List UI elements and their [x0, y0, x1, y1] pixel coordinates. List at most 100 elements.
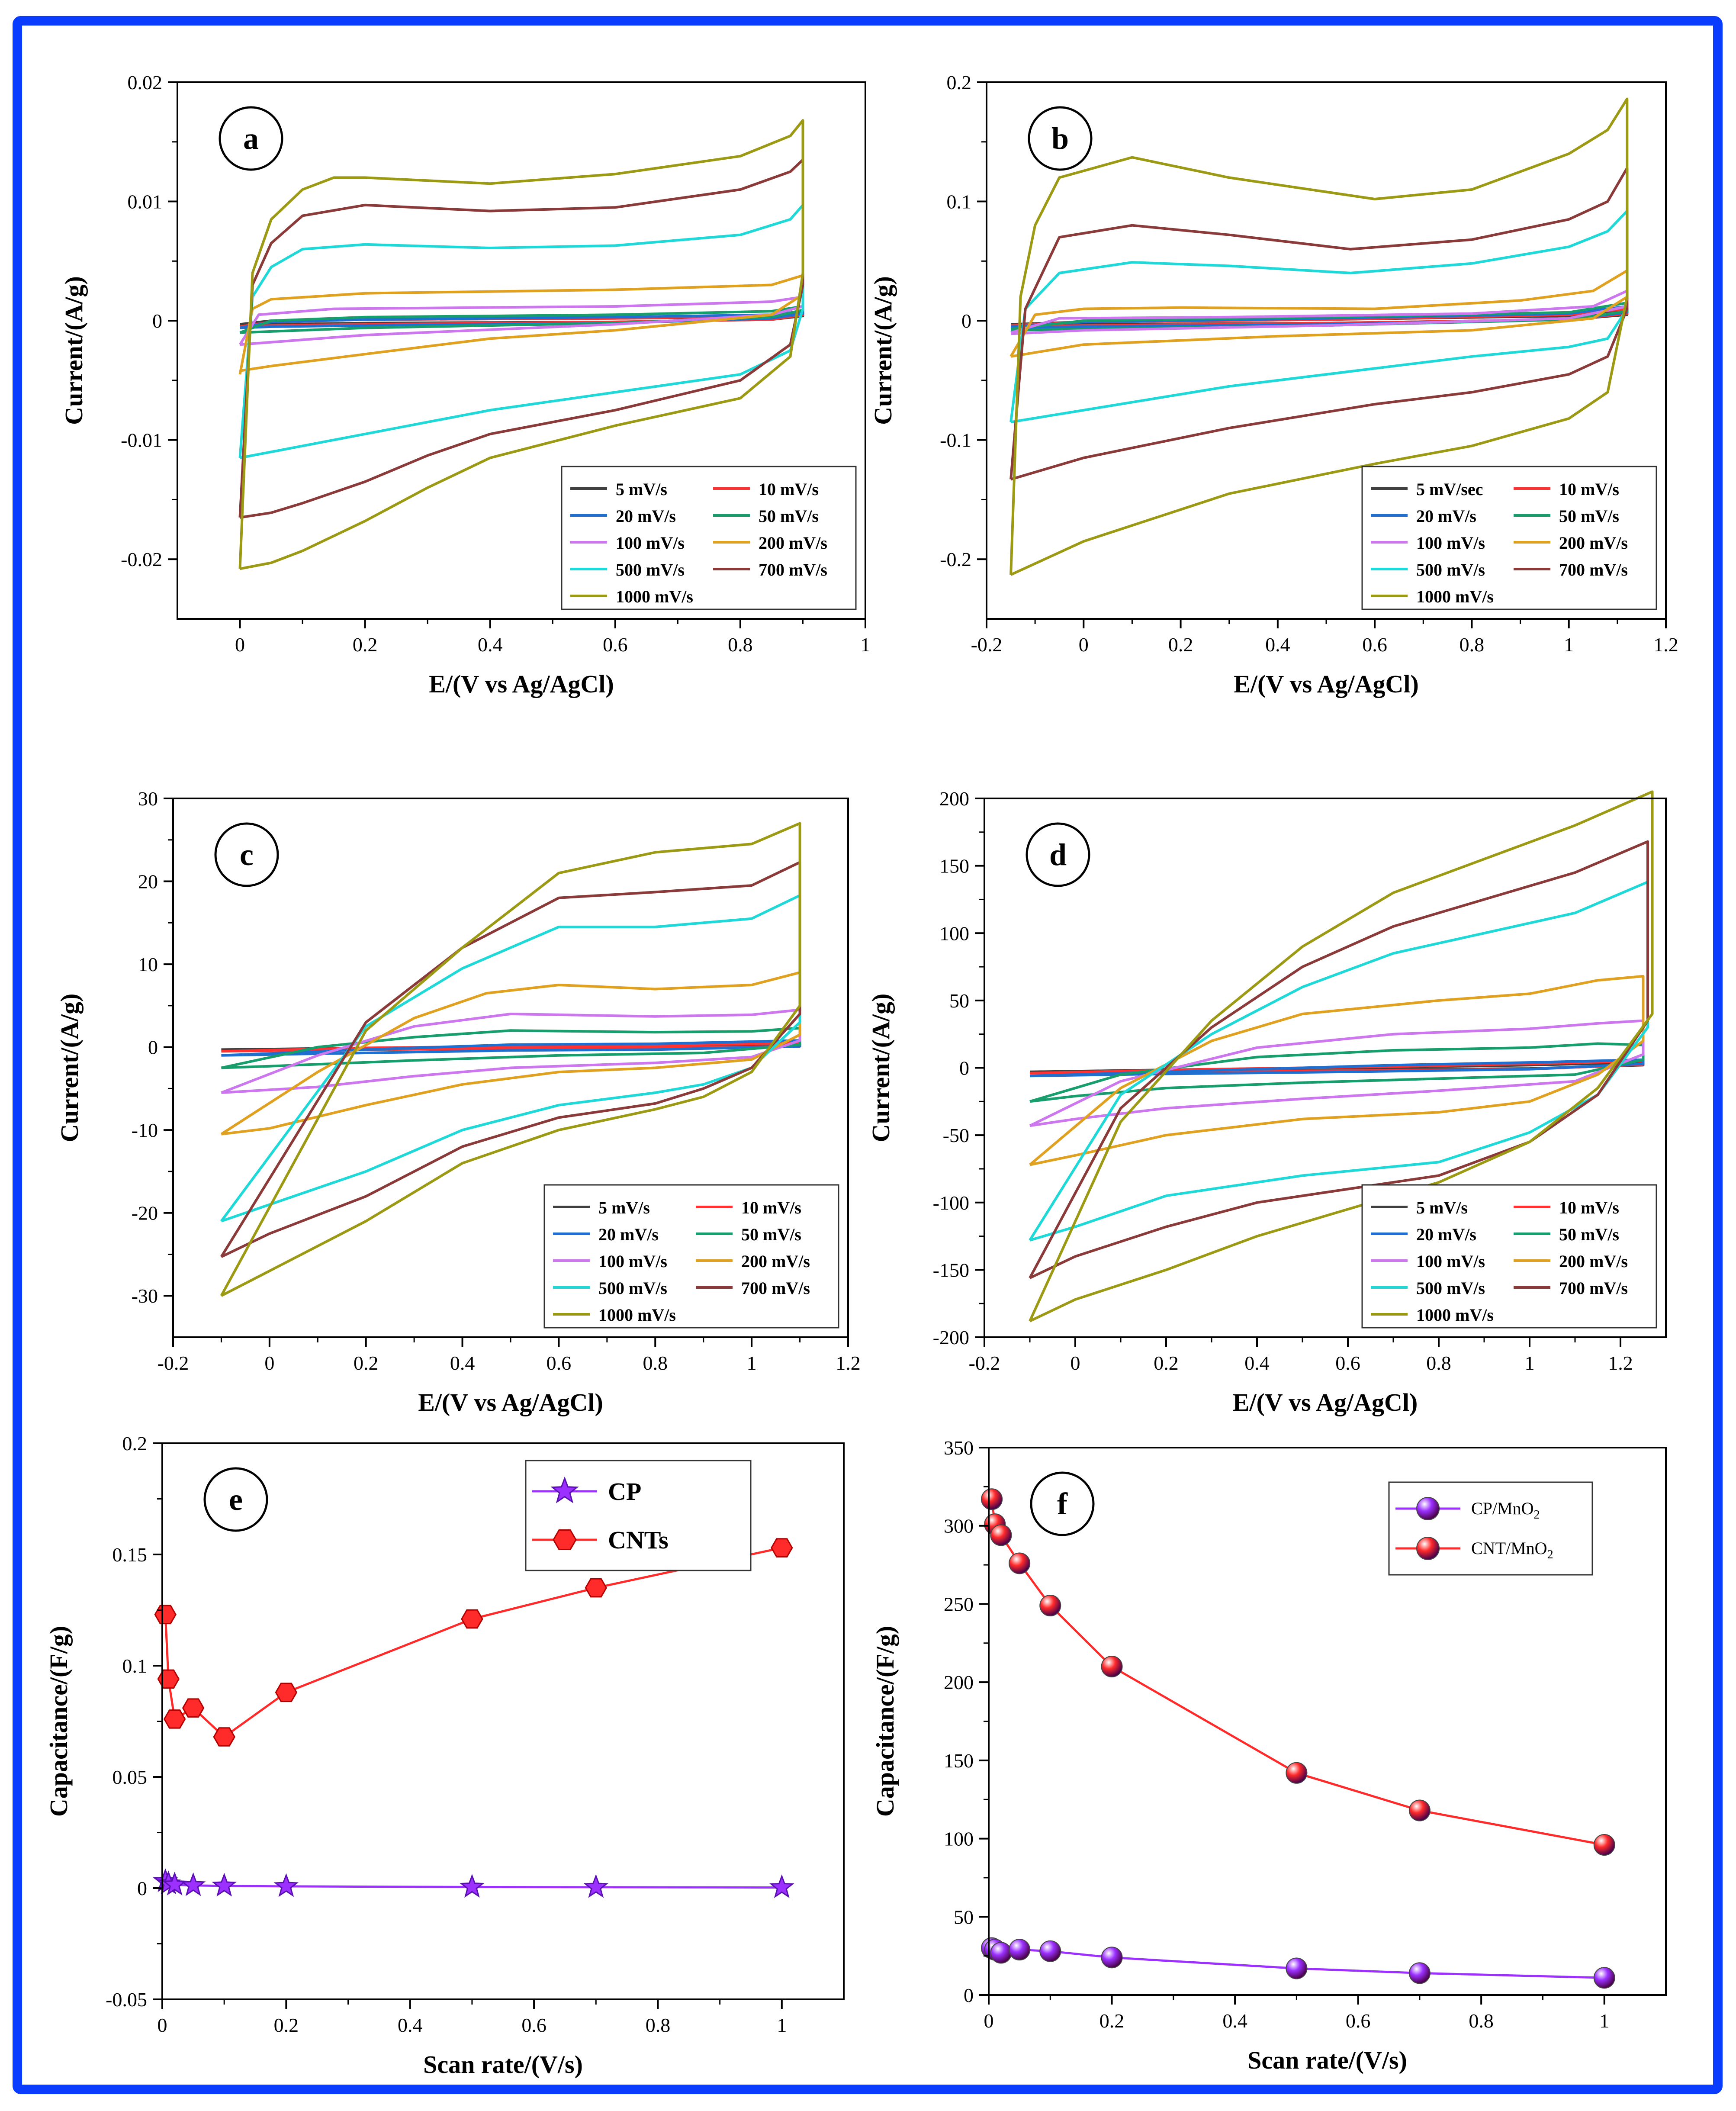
y-tick-label: 350 [944, 1437, 974, 1459]
legend-label: CNT/MnO2 [1471, 1538, 1553, 1561]
data-point [981, 1488, 1003, 1510]
data-point [990, 1942, 1012, 1964]
legend-label: 200 mV/s [741, 1252, 810, 1271]
x-tick-label: 0.8 [643, 1352, 668, 1374]
x-tick-label: 0.8 [1469, 2010, 1494, 2032]
chart-panel-e: 0 0.2 0.4 0.6 0.8 1 -0.05 0 0.05 0.1 0.15 0.2 Scan r… [45, 1432, 845, 2079]
y-tick-label: -20 [132, 1202, 158, 1224]
y-tick-label: -150 [933, 1259, 969, 1281]
data-point [1408, 1799, 1431, 1821]
y-tick-label: 0.15 [113, 1544, 148, 1566]
y-tick-label: 0.05 [113, 1766, 148, 1788]
x-tick-label: 0 [984, 2010, 994, 2032]
data-point [1101, 1656, 1123, 1677]
x-tick-label: 1 [777, 2014, 787, 2036]
panel-label: b [1051, 121, 1069, 156]
panel-label-circle [203, 1467, 268, 1532]
plot-area [238, 119, 804, 570]
x-tick-label: 0.8 [1426, 1352, 1451, 1374]
data-point [180, 1872, 206, 1896]
legend-label-subscript: 2 [1547, 1548, 1553, 1561]
legend-label: 1000 mV/s [598, 1305, 676, 1325]
x-tick-label: 1 [861, 634, 871, 656]
data-point [990, 1524, 1012, 1546]
legend-label: 10 mV/s [759, 479, 819, 499]
legend-marker [553, 1529, 577, 1550]
data-point [460, 1874, 485, 1898]
x-tick-label: 0.2 [1099, 2010, 1125, 2032]
legend-label: 1000 mV/s [1416, 587, 1494, 606]
panel-label: c [240, 837, 254, 872]
data-point [182, 1698, 205, 1718]
legend-label-subscript: 2 [1534, 1508, 1540, 1522]
legend-box [543, 1184, 839, 1329]
legend-label: 700 mV/s [759, 560, 827, 579]
data-point [212, 1873, 237, 1897]
legend-label: 50 mV/s [1559, 506, 1619, 526]
legend-label: 5 mV/sec [1416, 479, 1483, 499]
legend-label: 5 mV/s [598, 1198, 650, 1217]
x-axis-title: E/(V vs Ag/AgCl) [1234, 670, 1419, 698]
y-axis-title: Current/(A/g) [60, 276, 88, 425]
legend-label: 200 mV/s [1559, 533, 1628, 553]
series-line-1000-mv-s [1029, 790, 1654, 1323]
legend-box [525, 1460, 752, 1571]
data-point [1286, 1957, 1308, 1979]
legend-label: 10 mV/s [1559, 1198, 1619, 1217]
x-tick-label: 0.6 [521, 2014, 547, 2036]
data-point [154, 1605, 177, 1625]
data-point [163, 1709, 186, 1729]
data-point [273, 1873, 299, 1897]
legend-marker [1416, 1497, 1440, 1520]
data-point [1593, 1834, 1615, 1856]
x-tick-label: 0 [1071, 1352, 1080, 1374]
x-tick-label: 1.2 [1608, 1352, 1633, 1374]
y-tick-label: 0.2 [122, 1432, 148, 1455]
chart-panel-a: 0 0.2 0.4 0.6 0.8 1 -0.02 -0.01 0 0.01 0.02 E/(V vs… [60, 71, 871, 698]
data-point [769, 1874, 794, 1898]
y-tick-label: 0 [964, 1984, 974, 2006]
y-tick-label: 0 [137, 1877, 147, 1899]
legend-marker [1416, 1537, 1440, 1560]
x-tick-label: 0.2 [354, 1352, 379, 1374]
legend-label: CNTs [608, 1526, 669, 1554]
legend-label: 100 mV/s [1416, 533, 1485, 553]
data-point [275, 1683, 298, 1702]
legend-label: 500 mV/s [1416, 1278, 1485, 1298]
data-point [162, 1872, 187, 1895]
x-tick-label: 0.6 [1346, 2010, 1371, 2032]
legend-box [1361, 466, 1657, 610]
y-tick-label: -200 [933, 1326, 969, 1348]
series-line-1000-mv-s [238, 119, 804, 570]
legend-label: 700 mV/s [741, 1278, 810, 1298]
panel-label-circle [219, 106, 283, 171]
legend-label: 50 mV/s [1559, 1225, 1619, 1244]
x-axis-title: Scan rate/(V/s) [1247, 2046, 1407, 2074]
legend-marker [550, 1476, 579, 1503]
legend: 5 mV/s 10 mV/s 20 mV/s 50 mV/s 100 mV/s 200 m… [1361, 1184, 1657, 1329]
legend-box [1361, 1184, 1657, 1329]
x-tick-label: 0.2 [1168, 634, 1193, 656]
y-axis-title: Current/(A/g) [869, 276, 897, 425]
y-tick-label: -0.02 [121, 548, 162, 570]
x-tick-label: 1.2 [836, 1352, 861, 1374]
plot-area [220, 822, 801, 1297]
x-tick-label: 0.4 [1244, 1352, 1270, 1374]
x-tick-label: 0.4 [398, 2014, 423, 2036]
x-tick-label: 0 [1079, 634, 1089, 656]
y-tick-label: -30 [132, 1285, 158, 1307]
data-point [585, 1578, 608, 1598]
chart-panel-f: 0 0.2 0.4 0.6 0.8 1 0 50 100 150 200 250 300 350 Scan … [871, 1437, 1667, 2074]
x-tick-label: 0.6 [547, 1352, 572, 1374]
y-tick-label: 250 [944, 1593, 974, 1615]
legend-box [561, 466, 857, 610]
plot-area [1009, 97, 1629, 576]
x-tick-label: 0.8 [1460, 634, 1485, 656]
legend: CP CNTs [525, 1460, 752, 1571]
y-axis-title: Capacitance/(F/g) [45, 1626, 73, 1817]
legend-label: 500 mV/s [1416, 560, 1485, 579]
panel-label: f [1057, 1487, 1068, 1521]
data-point [1593, 1967, 1615, 1989]
y-tick-label: 10 [138, 953, 158, 975]
